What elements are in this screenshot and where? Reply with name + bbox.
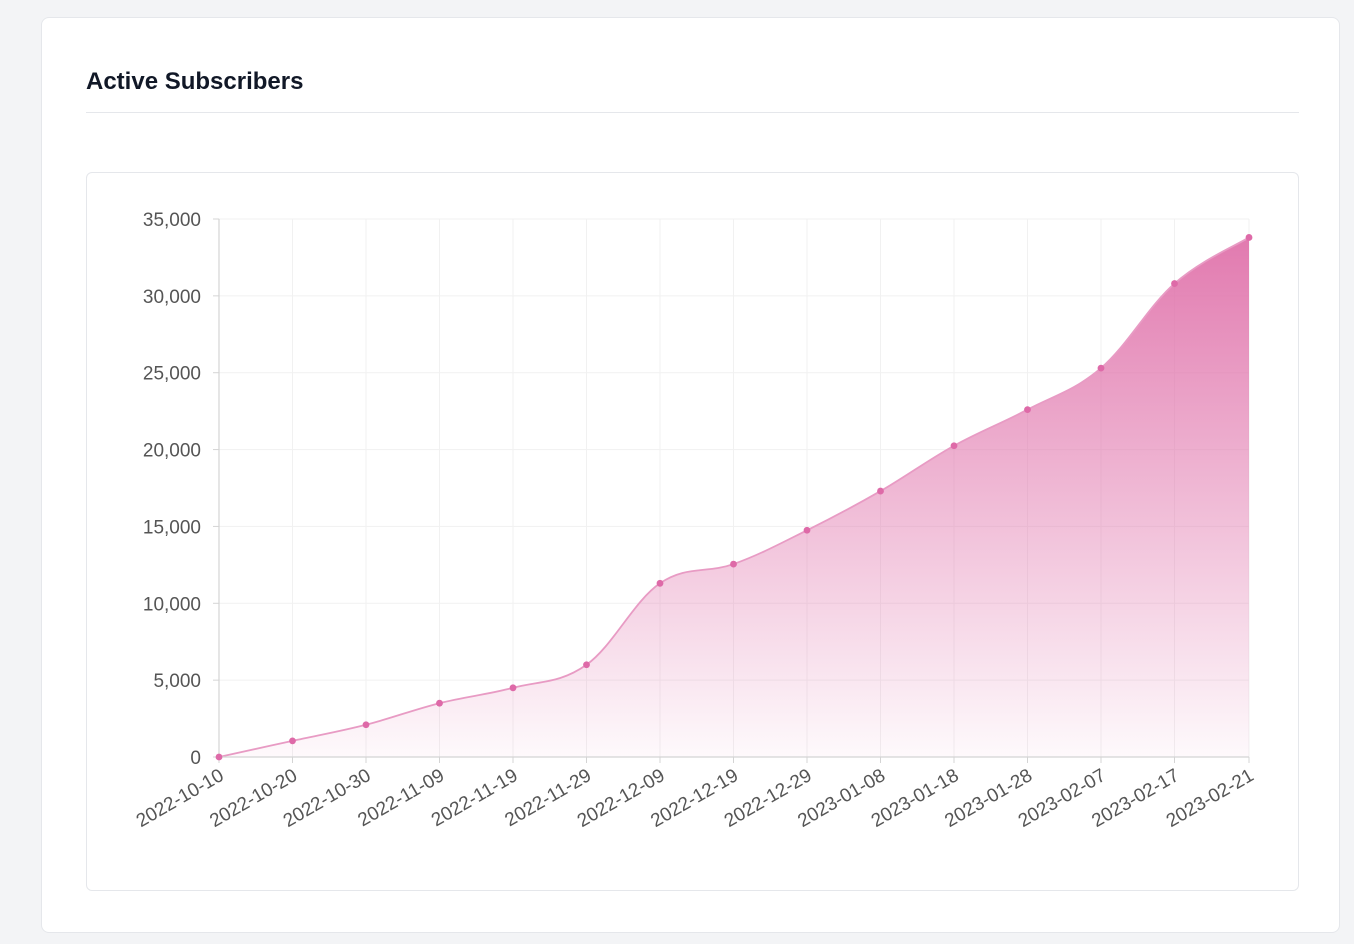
active-subscribers-card: Active Subscribers 0 5,000 10,000 15,000 20,… [41, 17, 1340, 933]
subscribers-area-chart: 0 5,000 10,000 15,000 20,000 25,000 30,000 35,0… [133, 210, 1258, 832]
y-tick-label: 0 [190, 748, 201, 769]
y-tick-label: 35,000 [143, 210, 201, 231]
data-point [1171, 280, 1178, 287]
data-point [583, 661, 590, 669]
data-point [362, 721, 370, 729]
data-point [656, 579, 664, 587]
subscribers-area-fill [219, 237, 1249, 758]
data-point [730, 560, 737, 568]
data-point [1024, 406, 1031, 414]
data-point [950, 442, 958, 450]
y-tick-label: 15,000 [143, 517, 201, 538]
y-tick-label: 5,000 [153, 671, 201, 692]
card-title: Active Subscribers [86, 68, 304, 95]
data-point [509, 684, 517, 692]
subscribers-series-line [218, 236, 1250, 758]
title-divider [86, 112, 1299, 113]
data-point [215, 753, 223, 761]
data-point [289, 737, 296, 745]
y-tick-label: 25,000 [143, 364, 201, 385]
data-point [877, 487, 884, 495]
data-point [1097, 364, 1105, 372]
data-point [803, 526, 811, 534]
data-points [215, 234, 1253, 761]
area-layer [218, 236, 1250, 758]
y-tick-label: 30,000 [143, 287, 201, 308]
y-tick-label: 20,000 [143, 441, 201, 462]
chart-panel: 0 5,000 10,000 15,000 20,000 25,000 30,000 35,0… [86, 172, 1299, 891]
y-tick-label: 10,000 [143, 594, 201, 615]
data-point [436, 699, 443, 707]
axes [213, 218, 1250, 763]
data-point [1245, 234, 1253, 241]
